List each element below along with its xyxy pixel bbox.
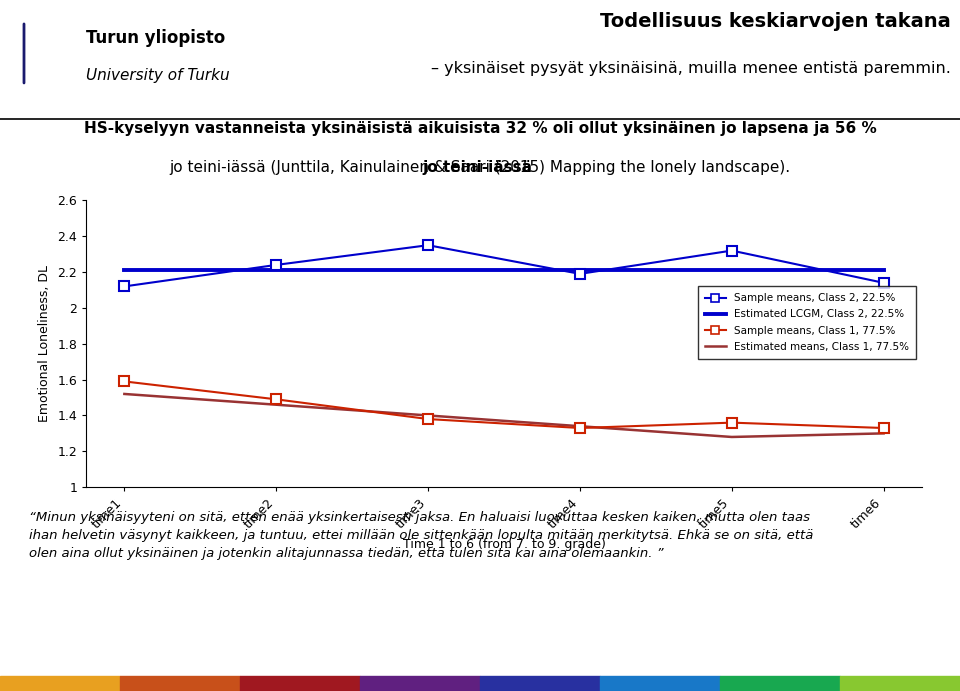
- Text: jo teini-iässä (Junttila, Kainulainen & Saari (2015) Mapping the lonely landscap: jo teini-iässä (Junttila, Kainulainen & …: [169, 160, 791, 176]
- X-axis label: Time 1 to 6 (from 7. to 9. grade): Time 1 to 6 (from 7. to 9. grade): [402, 538, 606, 551]
- Text: jo teini-iässä: jo teini-iässä: [422, 160, 538, 176]
- Bar: [120, 676, 240, 691]
- Text: – yksinäiset pysyät yksinäisinä, muilla menee entistä paremmin.: – yksinäiset pysyät yksinäisinä, muilla …: [430, 61, 950, 76]
- Bar: [0, 676, 120, 691]
- Text: University of Turku: University of Turku: [86, 68, 230, 83]
- Legend: Sample means, Class 2, 22.5%, Estimated LCGM, Class 2, 22.5%, Sample means, Clas: Sample means, Class 2, 22.5%, Estimated …: [698, 286, 917, 359]
- Bar: [840, 676, 960, 691]
- Bar: [240, 676, 360, 691]
- Bar: [480, 676, 600, 691]
- Text: Todellisuus keskiarvojen takana: Todellisuus keskiarvojen takana: [600, 12, 950, 30]
- Bar: [600, 676, 720, 691]
- Text: HS-kyselyyn vastanneista yksinäisistä aikuisista 32 % oli ollut yksinäinen jo la: HS-kyselyyn vastanneista yksinäisistä ai…: [84, 121, 876, 136]
- Bar: [360, 676, 480, 691]
- Text: Turun yliopisto: Turun yliopisto: [86, 30, 226, 48]
- Text: “Minun yksinäisyyteni on sitä, etten enää yksinkertaisesti jaksa. En haluaisi lu: “Minun yksinäisyyteni on sitä, etten enä…: [29, 511, 813, 560]
- Bar: [720, 676, 840, 691]
- Y-axis label: Emotional Loneliness, DL: Emotional Loneliness, DL: [37, 265, 51, 422]
